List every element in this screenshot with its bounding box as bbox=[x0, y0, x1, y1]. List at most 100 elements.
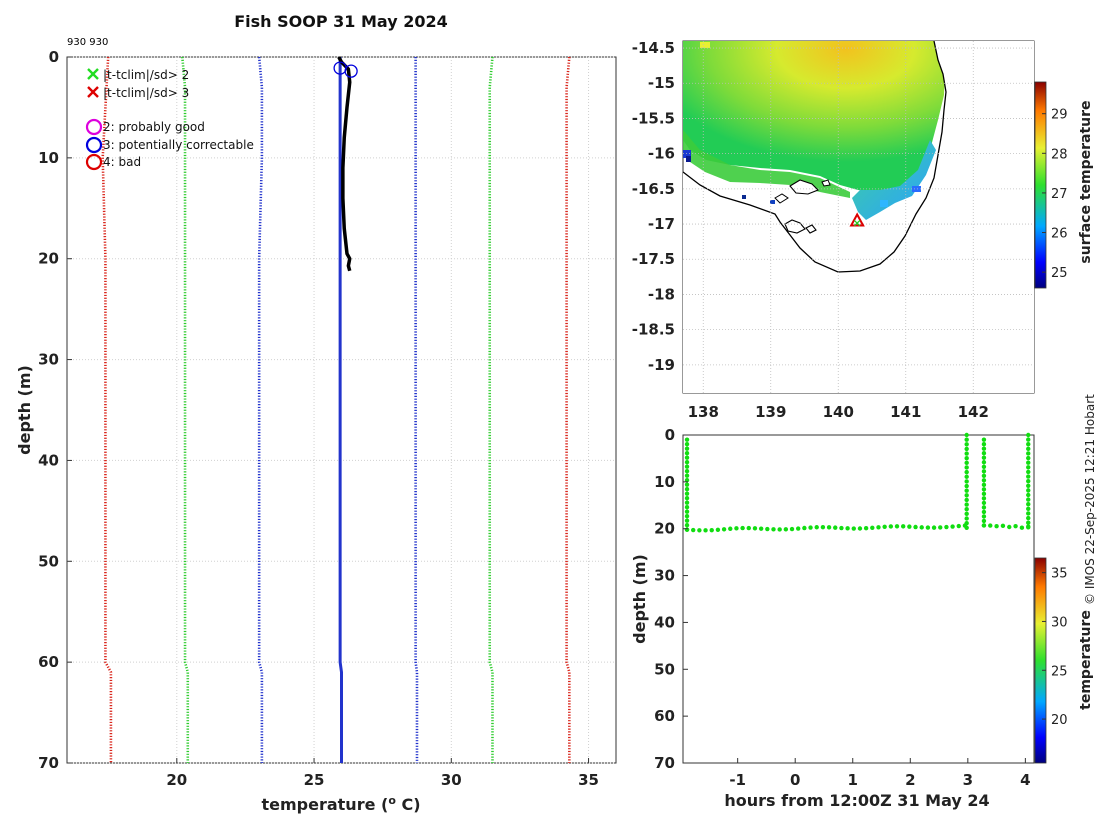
track-y-axis-label: depth (m) bbox=[630, 554, 649, 644]
track-dot bbox=[833, 525, 838, 530]
track-dot bbox=[752, 526, 758, 531]
map-x-tick-label: 138 bbox=[688, 403, 719, 421]
track-dot bbox=[988, 523, 993, 528]
track-dot bbox=[746, 525, 751, 531]
track-colorbar-tick-label: 20 bbox=[1051, 713, 1068, 728]
track-dot bbox=[684, 495, 690, 501]
track-dot bbox=[1026, 432, 1031, 438]
track-x-tick-label: -1 bbox=[729, 771, 746, 789]
map-x-tick-label: 141 bbox=[890, 403, 921, 421]
map-colorbar-tick-label: 27 bbox=[1051, 187, 1068, 202]
series-line-clim-2sd bbox=[180, 56, 190, 763]
island bbox=[784, 219, 806, 234]
track-dot bbox=[765, 526, 770, 532]
track-dot bbox=[981, 473, 987, 478]
track-dot bbox=[964, 437, 969, 442]
profile-ticks: 20 25 30 35 0 10 20 30 40 50 60 70 bbox=[38, 48, 599, 789]
sst-pixel bbox=[742, 195, 746, 199]
ship-position-x: × bbox=[853, 217, 862, 230]
track-plot-frame bbox=[682, 434, 1035, 764]
track-dot bbox=[1019, 525, 1025, 530]
track-dot bbox=[1026, 525, 1031, 530]
track-dot bbox=[1026, 442, 1031, 447]
track-dot bbox=[684, 504, 690, 510]
legend-entry-label: 3: potentially correctable bbox=[103, 138, 254, 152]
track-dot bbox=[964, 451, 969, 456]
track-dot bbox=[691, 527, 696, 533]
track-dot bbox=[938, 525, 943, 530]
map-y-tick-label: -17.5 bbox=[632, 250, 675, 268]
track-dot bbox=[684, 477, 690, 483]
x-tick-label: 30 bbox=[441, 771, 462, 789]
track-dot bbox=[981, 505, 987, 510]
track-dot bbox=[964, 455, 969, 461]
track-colorbar-tick-label: 25 bbox=[1051, 664, 1068, 679]
track-dot bbox=[1026, 474, 1031, 479]
map-colorbar-tick-label: 29 bbox=[1051, 108, 1068, 123]
track-dot bbox=[684, 527, 690, 532]
legend-circle-magenta-icon bbox=[85, 118, 103, 136]
sst-gulf-edge-green bbox=[683, 130, 850, 198]
track-dot bbox=[981, 482, 987, 488]
track-dot bbox=[795, 526, 801, 531]
track-dot bbox=[721, 527, 727, 532]
track-dot bbox=[981, 455, 987, 460]
track-x-tick-label: 0 bbox=[790, 771, 800, 789]
track-dot bbox=[684, 455, 690, 460]
track-dot bbox=[715, 527, 721, 532]
track-dot bbox=[802, 525, 807, 531]
track-dot bbox=[684, 500, 690, 505]
legend-x-green-icon bbox=[87, 68, 99, 80]
map-y-tick-label: -15.5 bbox=[632, 109, 675, 127]
track-dot bbox=[870, 525, 875, 530]
track-dot bbox=[684, 459, 690, 465]
sst-cool-region bbox=[852, 140, 936, 220]
track-dot bbox=[981, 500, 987, 506]
map-colorbar bbox=[1034, 81, 1047, 289]
track-dot bbox=[740, 525, 745, 531]
track-dot bbox=[684, 464, 690, 469]
track-dot bbox=[771, 527, 776, 532]
track-dot bbox=[981, 460, 987, 465]
track-dot bbox=[964, 479, 969, 484]
track-dot bbox=[981, 487, 987, 492]
track-x-tick-label: 1 bbox=[848, 771, 858, 789]
y-tick-label: 30 bbox=[38, 351, 59, 369]
legend-circle-red-icon bbox=[85, 153, 103, 171]
track-dot bbox=[931, 525, 937, 530]
legend-entry-label: |t-tclim|/sd> 2 bbox=[103, 68, 189, 82]
map-y-tick-label: -17 bbox=[648, 215, 675, 233]
map-colorbar-tick-label: 28 bbox=[1051, 147, 1068, 162]
map-y-tick-label: -18 bbox=[648, 285, 675, 303]
top-id-label: 930 930 bbox=[67, 37, 108, 48]
map-plot: 138 139 140 141 142 -14.5 -15 -15.5 -16 -16.5 -17 -… bbox=[632, 39, 1094, 421]
track-dot bbox=[1026, 465, 1031, 470]
track-dot bbox=[863, 526, 869, 531]
y-tick-label: 0 bbox=[49, 48, 59, 66]
profile-legend: |t-tclim|/sd> 2 |t-tclim|/sd> 3 2: proba… bbox=[85, 68, 254, 171]
track-dot bbox=[981, 496, 987, 501]
track-dot bbox=[981, 491, 987, 497]
track-dot bbox=[684, 450, 690, 456]
credit-text: © IMOS 22-Sep-2025 12:21 Hobart bbox=[1083, 394, 1097, 605]
track-dot bbox=[758, 526, 764, 531]
map-colorbar-ticks: 25 26 27 28 29 bbox=[1042, 108, 1068, 281]
track-dot bbox=[964, 446, 969, 452]
map-x-tick-label: 142 bbox=[958, 403, 989, 421]
sst-pixel bbox=[686, 156, 691, 162]
track-dot bbox=[684, 491, 690, 496]
track-dot bbox=[789, 526, 795, 532]
y-tick-label: 50 bbox=[38, 552, 59, 570]
track-dot bbox=[964, 511, 969, 517]
track-x-tick-label: 2 bbox=[905, 771, 915, 789]
map-x-tick-label: 140 bbox=[823, 403, 854, 421]
track-dot bbox=[839, 525, 844, 531]
legend-entry-label: 4: bad bbox=[103, 155, 141, 169]
x-tick-label: 20 bbox=[166, 771, 187, 789]
track-dot bbox=[1026, 520, 1031, 525]
track-dot bbox=[684, 468, 690, 474]
y-tick-label: 10 bbox=[38, 149, 59, 167]
profile-plot: 20 25 30 35 0 10 20 30 40 50 60 70 temperature (o C… bbox=[15, 48, 617, 814]
track-dot bbox=[994, 524, 999, 529]
